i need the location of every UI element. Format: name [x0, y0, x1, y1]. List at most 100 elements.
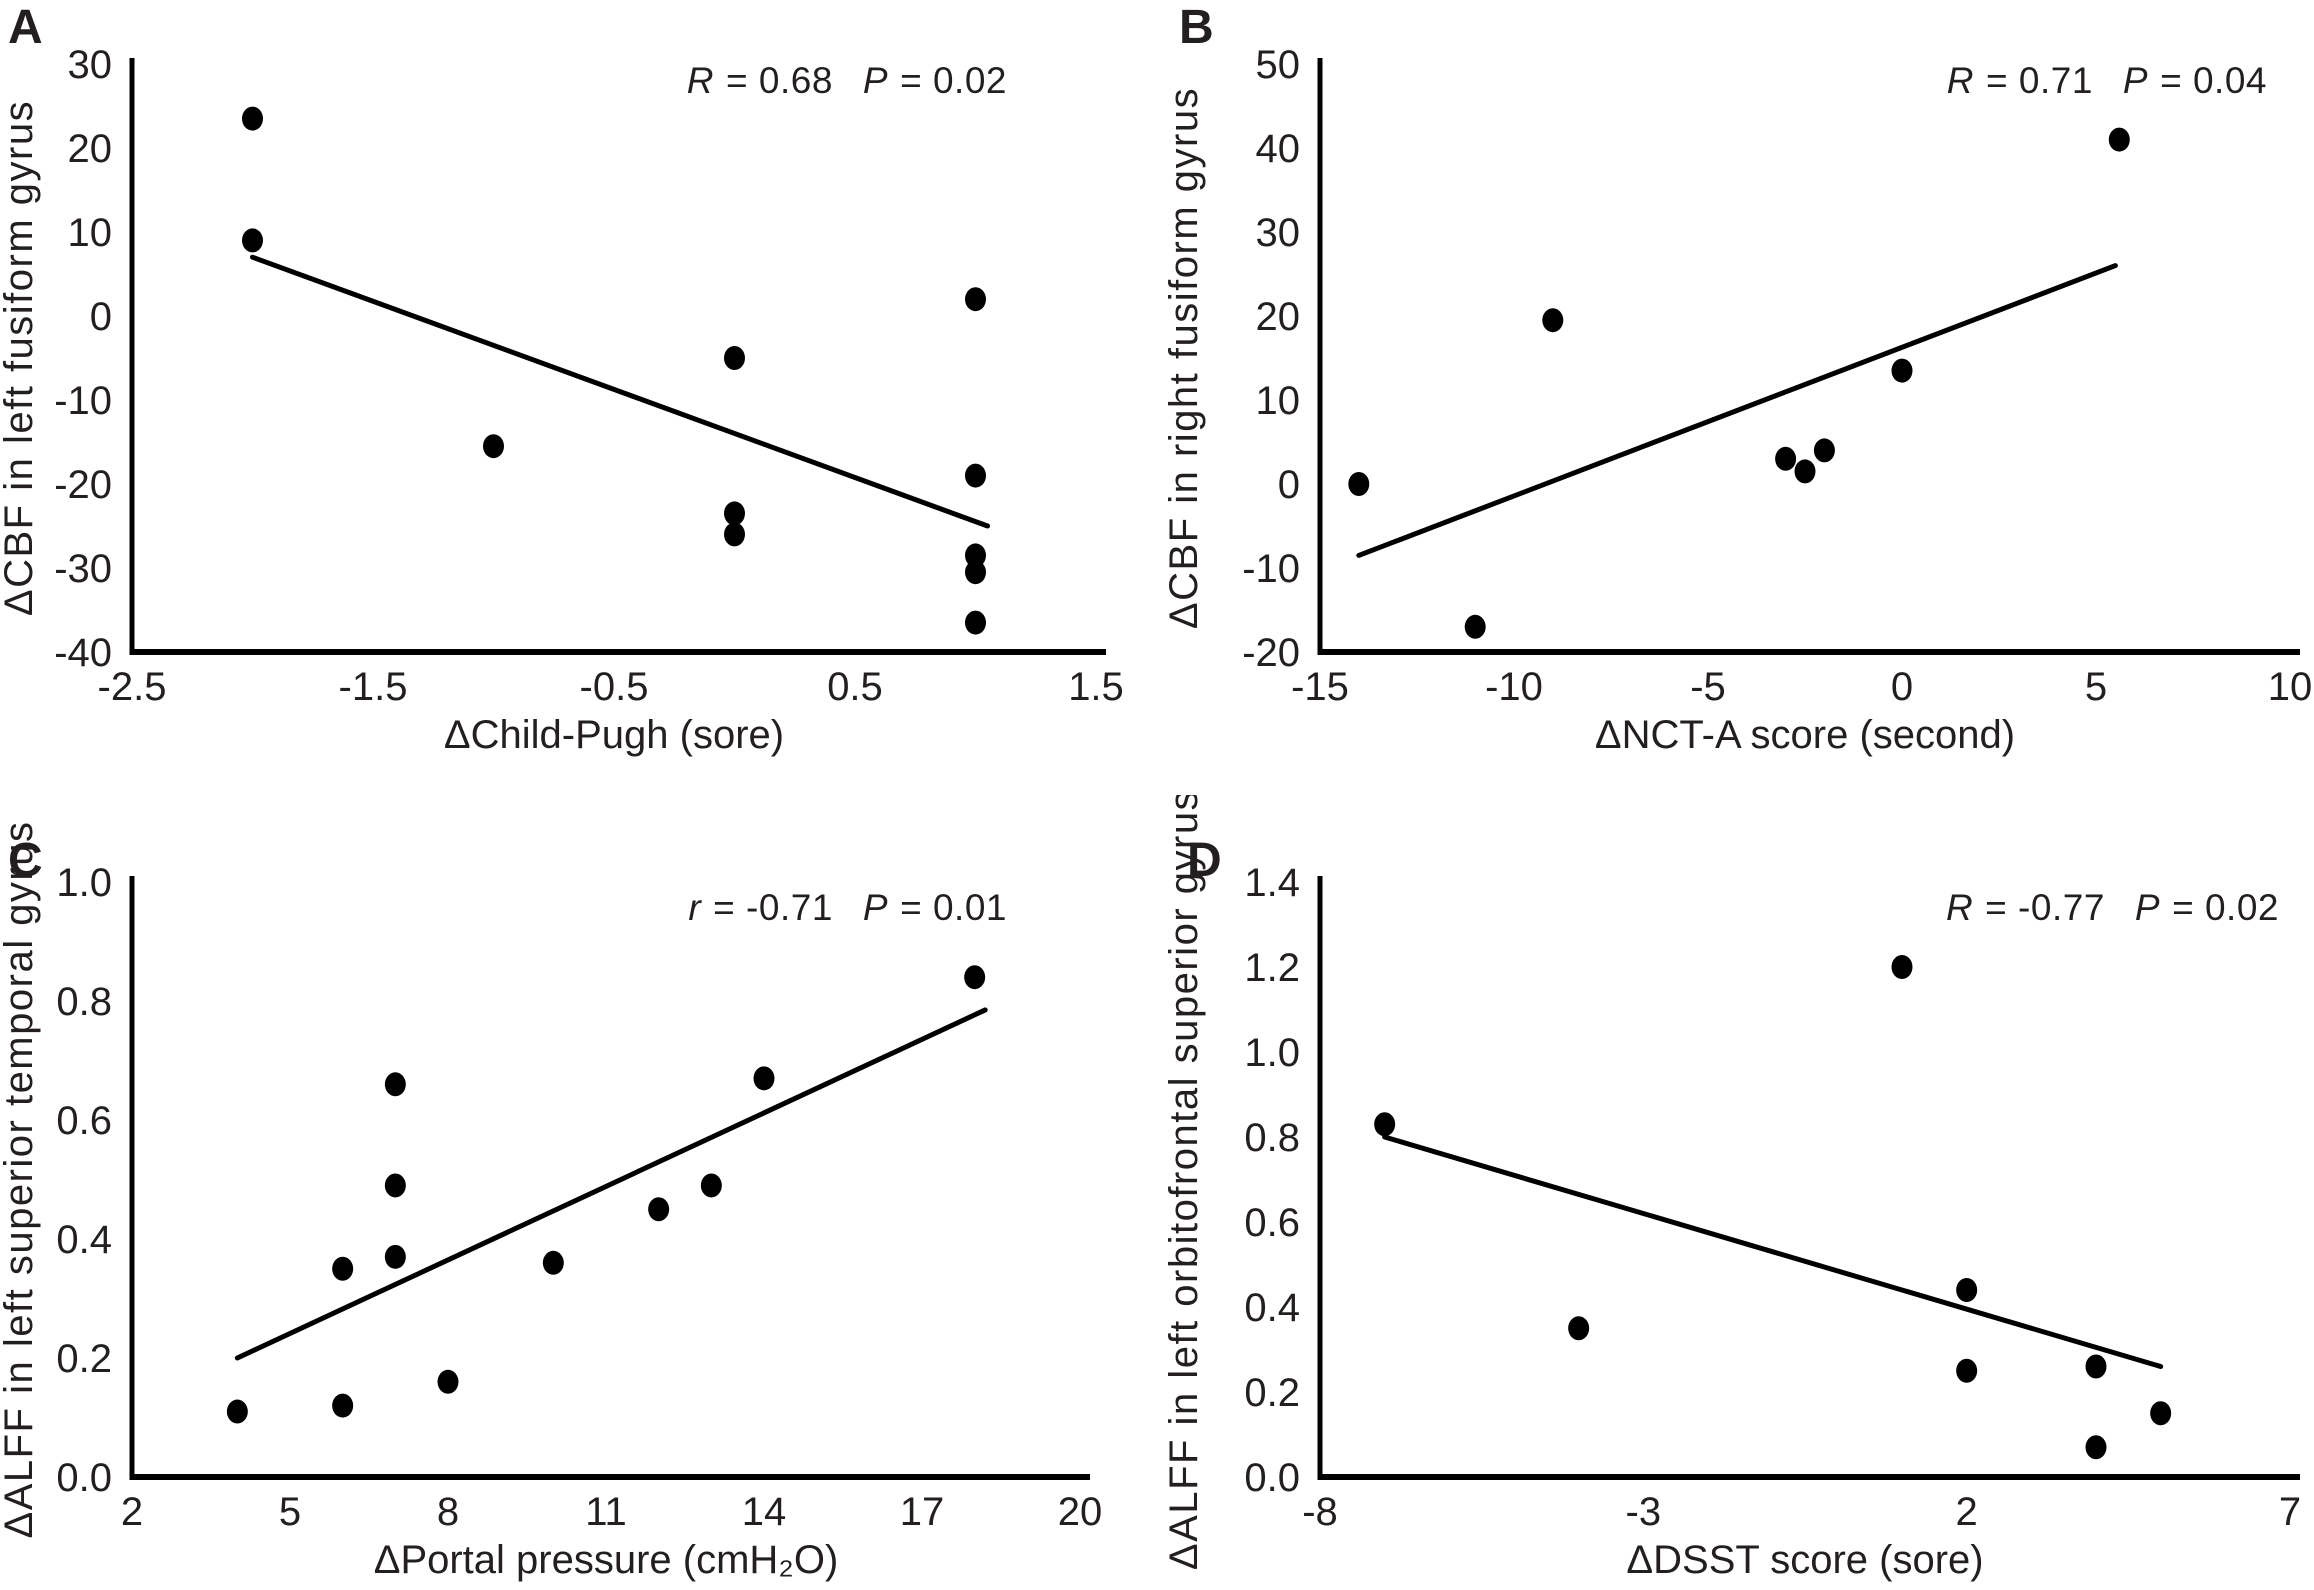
data-point	[753, 1066, 775, 1091]
panel-c-p-label: P	[862, 887, 889, 928]
trend-line	[1382, 1134, 2164, 1369]
data-point	[1813, 438, 1835, 463]
y-tick-label: -20	[1242, 631, 1300, 675]
trend-line	[1356, 263, 2118, 558]
x-tick-label: 2	[121, 1490, 143, 1534]
y-tick-label: 10	[1256, 379, 1301, 423]
panel-c-p-value: = 0.01	[900, 887, 1007, 928]
data-point	[2108, 127, 2130, 152]
x-axis-title: ΔDSST score (sore)	[1626, 1538, 1983, 1582]
data-point	[724, 501, 745, 526]
y-tick-label: -20	[54, 463, 112, 507]
x-tick-label: 20	[1058, 1490, 1103, 1534]
panel-d-r-value: = -0.77	[1985, 887, 2105, 928]
data-point	[1891, 955, 1913, 979]
y-axis-title: ΔCBF in right fusiform gyrus	[1162, 87, 1206, 629]
y-tick-label: 10	[68, 211, 113, 255]
y-tick-label: 0.4	[1244, 1286, 1300, 1330]
y-tick-label: 1.0	[1244, 1031, 1300, 1075]
panel-b-r-value: = 0.71	[1986, 60, 2093, 101]
data-point	[2085, 1435, 2107, 1460]
x-tick-label: -1.5	[339, 665, 408, 709]
panel-d-p-value: = 0.02	[2172, 887, 2279, 928]
panel-b: B R = 0.71 P = 0.04 50 40 30 20 10 0 -10 -20 -15 -10…	[1157, 0, 2314, 795]
trend-line	[250, 254, 991, 529]
data-point	[648, 1197, 670, 1222]
panel-a: A R = 0.68 P = 0.02 30 20 10 0 -10 -20 -30 -40 -2.5…	[0, 0, 1157, 795]
panel-a-plot: 30 20 10 0 -10 -20 -30 -40-2.5 -1.5 -0.5 0.5 1.5 ΔCB…	[0, 43, 1124, 757]
x-tick-label: -3	[1626, 1490, 1662, 1534]
panel-c-stats: r = -0.71 P = 0.01	[688, 887, 1007, 929]
data-point	[437, 1369, 459, 1394]
data-point	[226, 1399, 248, 1424]
x-tick-label: 5	[279, 1490, 301, 1534]
panel-d-stats: R = -0.77 P = 0.02	[1946, 887, 2279, 929]
panel-c-r-label: r	[688, 887, 702, 928]
data-point	[965, 287, 986, 312]
panel-b-p-value: = 0.04	[2160, 60, 2267, 101]
y-tick-label: 0.0	[1244, 1456, 1300, 1500]
x-tick-label: 7	[2279, 1490, 2301, 1534]
y-tick-label: 0.8	[1244, 1116, 1300, 1160]
x-axis-title: ΔPortal pressure (cmH₂O)	[374, 1538, 839, 1582]
x-tick-label: -15	[1291, 665, 1349, 709]
data-point	[965, 560, 986, 585]
x-tick-label: 0.5	[827, 665, 883, 709]
y-tick-label: 30	[68, 43, 113, 87]
panel-b-label: B	[1179, 1, 1214, 54]
trend-line	[234, 1007, 988, 1361]
y-tick-label: 1.2	[1244, 946, 1300, 990]
y-tick-label: 0	[90, 295, 112, 339]
x-axis-title: ΔNCT-A score (second)	[1595, 713, 2015, 757]
panel-d-plot: 1.4 1.2 1.0 0.8 0.6 0.4 0.2 0.0-8 -3 2 7 ΔALFF in l…	[1162, 795, 2301, 1582]
panel-d-label: D	[1187, 834, 1222, 887]
data-point	[1348, 472, 1370, 496]
x-tick-label: 0	[1891, 665, 1913, 709]
panel-c-r-value: = -0.71	[713, 887, 833, 928]
x-tick-label: -8	[1302, 1490, 1338, 1534]
panel-c: C r = -0.71 P = 0.01 1.0 0.8 0.6 0.4 0.2 0.0 2 5 8 1…	[0, 795, 1157, 1590]
panel-a-stats: R = 0.68 P = 0.02	[687, 60, 1007, 102]
x-tick-label: 5	[2085, 665, 2107, 709]
data-point	[483, 434, 504, 459]
panel-d-r-label: R	[1945, 887, 1974, 928]
data-point	[1775, 446, 1797, 471]
y-tick-label: -30	[54, 547, 112, 591]
y-tick-label: 0.6	[1244, 1201, 1300, 1245]
x-tick-label: 11	[585, 1490, 627, 1534]
data-point	[242, 228, 263, 253]
panel-a-label: A	[8, 1, 43, 54]
panel-a-r-label: R	[686, 60, 714, 101]
data-point	[332, 1256, 354, 1281]
data-point	[1542, 308, 1564, 333]
panel-a-p-label: P	[862, 60, 889, 101]
y-tick-label: 20	[1256, 295, 1301, 339]
y-tick-label: -40	[54, 631, 112, 675]
y-tick-label: 50	[1256, 43, 1301, 87]
data-point	[1891, 358, 1913, 383]
data-point	[1568, 1316, 1590, 1341]
data-point	[965, 610, 986, 635]
data-point	[542, 1250, 564, 1275]
y-tick-label: 0.2	[1244, 1371, 1300, 1415]
data-point	[1464, 614, 1486, 639]
data-point	[2150, 1401, 2172, 1426]
y-tick-label: 0.8	[56, 980, 112, 1024]
y-tick-label: 0	[1278, 463, 1300, 507]
x-tick-label: 14	[742, 1490, 787, 1534]
data-point	[2085, 1354, 2107, 1379]
panel-d: D R = -0.77 P = 0.02 1.4 1.2 1.0 0.8 0.6 0.4 0.2 0…	[1157, 795, 2314, 1590]
data-point	[700, 1173, 722, 1198]
panel-b-r-label: R	[1946, 60, 1974, 101]
x-tick-label: -5	[1690, 665, 1726, 709]
x-tick-label: 17	[900, 1490, 945, 1534]
y-axis-title: ΔALFF in left superior temporal gyrus	[0, 820, 41, 1538]
panel-b-stats: R = 0.71 P = 0.04	[1947, 60, 2267, 102]
y-axis-title: ΔCBF in left fusiform gyrus	[0, 100, 41, 616]
data-point	[1956, 1358, 1978, 1383]
data-point	[1374, 1112, 1396, 1137]
data-point	[242, 106, 263, 131]
y-tick-label: 30	[1256, 211, 1301, 255]
x-tick-label: 2	[1956, 1490, 1978, 1534]
